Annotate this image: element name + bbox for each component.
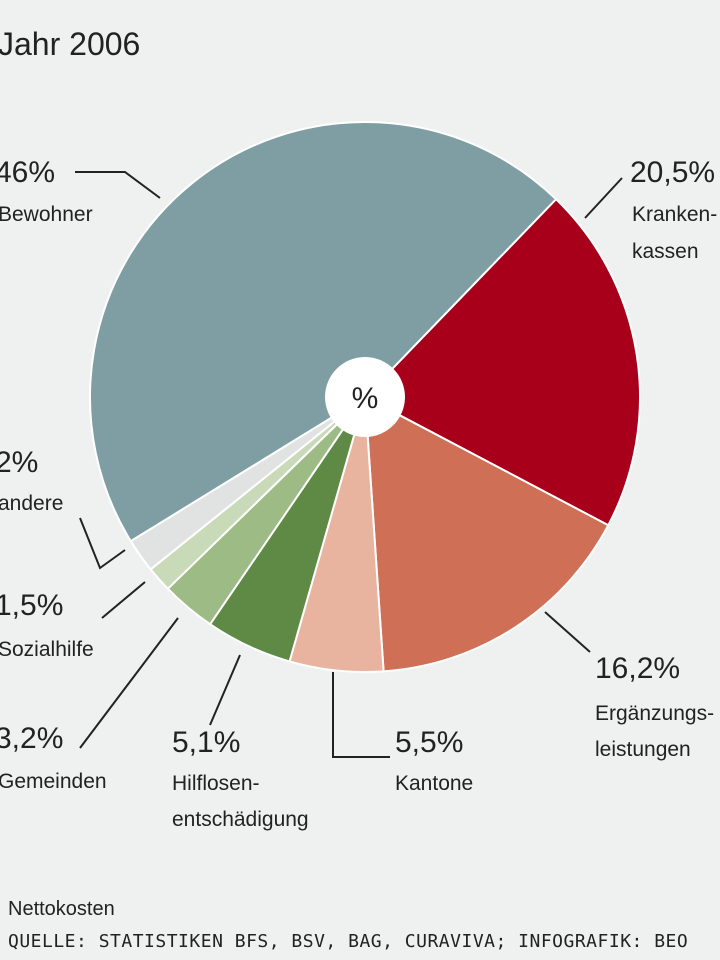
leader-line — [209, 654, 241, 726]
value-label: 3,2% — [0, 722, 63, 755]
category-label: andere — [0, 492, 63, 515]
leader-line — [101, 581, 146, 619]
pie-slice — [363, 395, 610, 673]
leader-line — [544, 611, 591, 653]
pie-slice — [89, 121, 558, 543]
category-label: Kantone — [395, 772, 473, 795]
value-label: 46% — [0, 156, 55, 189]
leader-line — [584, 177, 623, 219]
pie-slice — [363, 197, 641, 527]
value-label: 5,1% — [172, 726, 240, 759]
category-label: Gemeinden — [0, 770, 107, 793]
category-label: leistungen — [595, 738, 691, 761]
category-label: Kranken- — [632, 203, 717, 226]
category-label: entschädigung — [172, 808, 309, 831]
value-label: 2% — [0, 446, 38, 479]
leader-line — [79, 617, 179, 749]
category-label: Hilflosen- — [172, 772, 260, 795]
center-label: % — [352, 382, 379, 415]
category-label: Bewohner — [0, 203, 93, 226]
note: Nettokosten — [8, 898, 115, 920]
source: QUELLE: STATISTIKEN BFS, BSV, BAG, CURAV… — [8, 931, 688, 952]
leader-line — [75, 171, 161, 199]
value-label: 20,5% — [630, 156, 715, 189]
leader-line — [332, 672, 390, 758]
center-circle — [325, 357, 405, 437]
category-label: kassen — [632, 240, 699, 263]
category-label: Ergänzungs- — [595, 702, 714, 725]
category-label: Sozialhilfe — [0, 638, 94, 661]
chart-title: Jahr 2006 — [0, 26, 140, 62]
value-label: 16,2% — [595, 652, 680, 685]
value-label: 1,5% — [0, 589, 63, 622]
leader-line — [79, 517, 126, 570]
value-label: 5,5% — [395, 726, 463, 759]
